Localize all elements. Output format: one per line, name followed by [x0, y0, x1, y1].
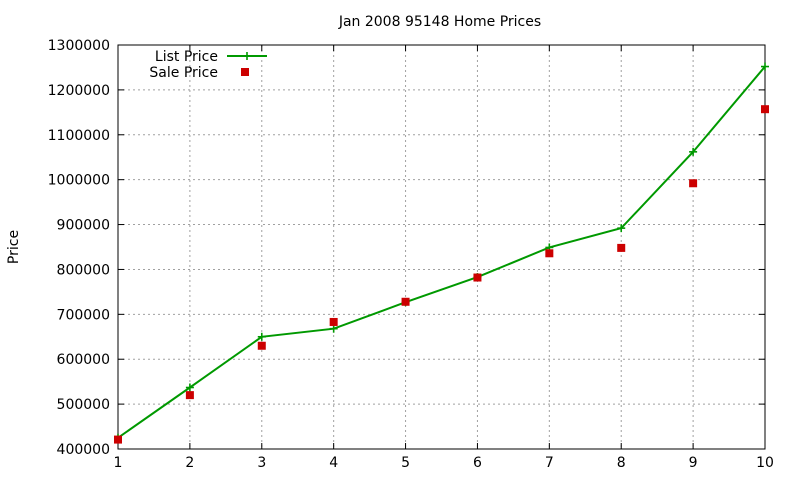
sale-price-point: [401, 297, 410, 306]
list-price-point: [689, 147, 698, 156]
axis-ticks: [117, 44, 766, 450]
legend-label: Sale Price: [149, 65, 218, 81]
y-tick-label: 500000: [57, 397, 110, 413]
x-tick-label: 8: [617, 455, 626, 471]
x-tick-label: 9: [689, 455, 698, 471]
sale-price-point: [761, 105, 769, 114]
y-tick-label: 600000: [57, 352, 110, 368]
sale-price-point: [689, 179, 698, 188]
grid-lines: [118, 45, 765, 449]
series-sale-price: [114, 105, 769, 444]
x-tick-label: 10: [756, 455, 774, 471]
list-price-point: [617, 224, 626, 233]
tick-labels: 1 2 3 4 5 6 7 8 9 10 400000 500000 600000 700000 80000…: [48, 38, 774, 471]
x-tick-label: 4: [329, 455, 338, 471]
y-tick-label: 1300000: [48, 38, 110, 54]
y-tick-label: 1100000: [48, 128, 110, 144]
sale-price-point: [257, 341, 266, 350]
list-price-point: [329, 324, 338, 333]
legend-marker: [243, 52, 251, 60]
list-price-point: [257, 332, 266, 341]
x-tick-label: 3: [257, 455, 266, 471]
sale-price-point: [617, 243, 626, 252]
y-tick-label: 400000: [57, 442, 110, 458]
list-price-line: [117, 65, 766, 439]
x-tick-label: 1: [114, 455, 123, 471]
list-price-point: [761, 62, 769, 71]
y-tick-label: 1200000: [48, 83, 110, 99]
plot-frame: [117, 44, 766, 450]
y-axis-label: Price: [6, 230, 22, 264]
y-tick-label: 800000: [57, 262, 110, 278]
x-tick-label: 2: [185, 455, 194, 471]
sale-price-point: [329, 317, 338, 326]
sale-price-point: [114, 435, 122, 444]
data-series: [114, 62, 769, 444]
list-price-point: [185, 383, 194, 392]
x-tick-label: 5: [401, 455, 410, 471]
x-tick-label: 6: [473, 455, 482, 471]
y-tick-label: 900000: [57, 218, 110, 234]
chart-title: Jan 2008 95148 Home Prices: [338, 14, 541, 30]
sale-price-point: [185, 391, 194, 400]
sale-price-point: [473, 273, 482, 282]
x-tick-label: 7: [545, 455, 554, 471]
legend-label: List Price: [155, 49, 218, 65]
legend-marker: [241, 68, 249, 76]
sale-price-point: [545, 249, 554, 258]
y-tick-label: 700000: [57, 307, 110, 323]
series-list-price: [114, 62, 769, 442]
y-tick-label: 1000000: [48, 173, 110, 189]
